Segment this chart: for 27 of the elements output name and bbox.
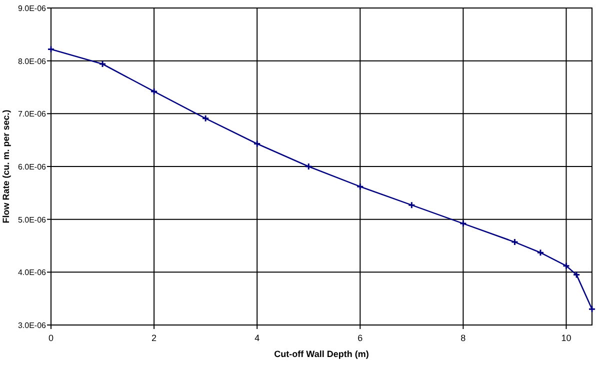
- y-axis-title: Flow Rate (cu. m. per sec.): [1, 110, 11, 224]
- point: [150, 88, 158, 96]
- x-tick-label: 4: [254, 333, 260, 343]
- y-tick-label: 9.0E-06: [18, 4, 47, 13]
- point: [202, 114, 210, 122]
- point: [562, 262, 570, 270]
- point: [536, 248, 544, 256]
- y-tick-label: 8.0E-06: [18, 56, 47, 66]
- point: [510, 238, 518, 246]
- x-tick-label: 10: [561, 333, 572, 343]
- x-axis-title: Cut-off Wall Depth (m): [274, 349, 369, 359]
- point: [253, 140, 261, 148]
- x-tick-label: 2: [152, 333, 157, 343]
- point: [304, 162, 312, 170]
- point: [356, 182, 364, 190]
- point: [459, 220, 467, 228]
- point: [408, 201, 416, 209]
- x-tick-label: 6: [358, 333, 363, 343]
- y-tick-label: 3.0E-06: [18, 321, 47, 330]
- point: [98, 60, 106, 68]
- y-tick-label: 6.0E-06: [18, 162, 47, 172]
- point: [572, 271, 580, 279]
- y-tick-label: 7.0E-06: [18, 110, 47, 119]
- x-tick-label: 0: [48, 333, 54, 343]
- y-tick-label: 5.0E-06: [18, 215, 47, 224]
- x-tick-label: 8: [460, 333, 466, 343]
- y-tick-label: 4.0E-06: [18, 268, 47, 278]
